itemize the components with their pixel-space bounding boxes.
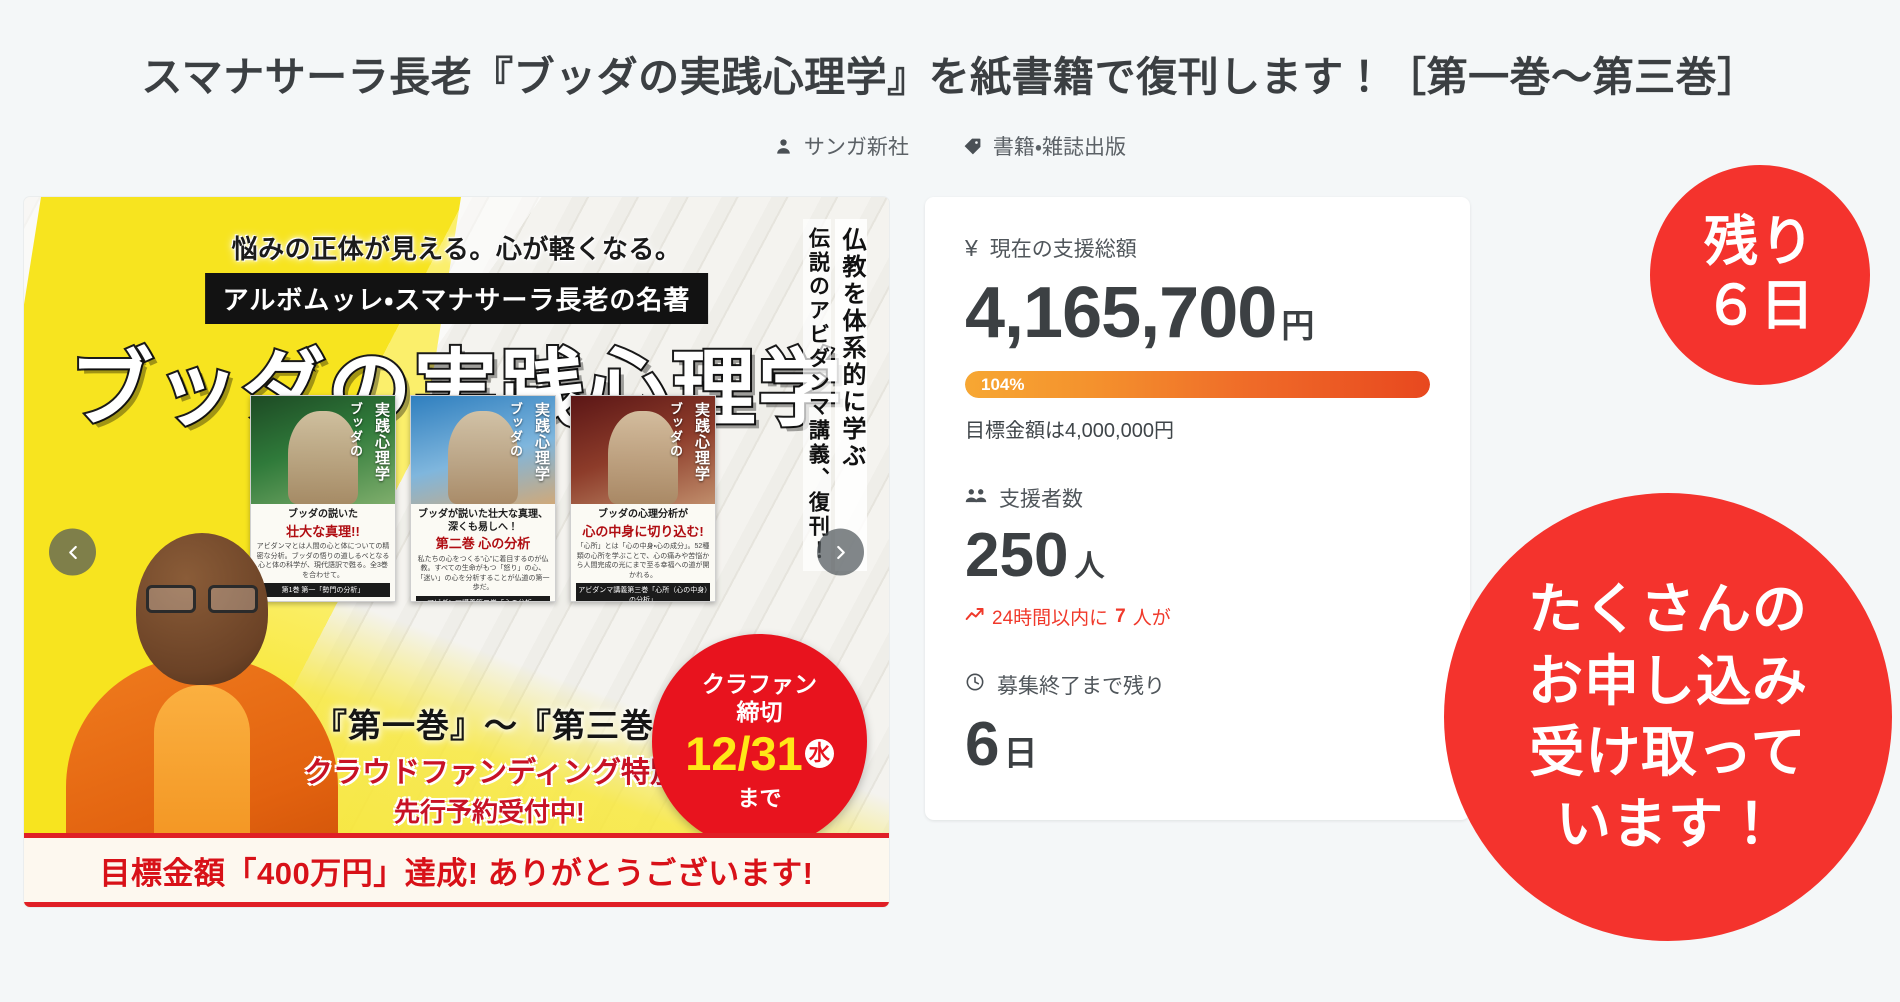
annotation-badge-applications: たくさんの お申し込み 受け取って います！ [1444, 493, 1892, 941]
book-cover-band: ブッダの説いた 壮大な真理!! アビダンマとは人間の心と体についての精密な分析。… [251, 504, 395, 602]
recent-count: 7 [1115, 605, 1126, 627]
achievement-strip: 目標金額「400万円」達成! ありがとうございます! [24, 833, 889, 908]
supporters-value: 250 [965, 521, 1069, 591]
banner-vertical-text-2: 伝説のアビダンマ講義、復刊！ [803, 219, 832, 572]
book-cover-band-line4: アビダンマ講義第二巻「心の分析」 [416, 595, 550, 602]
book-cover-band-line2: 壮大な真理!! [286, 523, 360, 539]
carousel-next-button[interactable] [817, 528, 864, 576]
amount-value: 4,165,700 [965, 273, 1277, 354]
supporters-label: 支援者数 [999, 488, 1083, 512]
book-cover-art [571, 396, 715, 505]
page-title: スマナサーラ長老『ブッダの実践心理学』を紙書籍で復刊します！［第一巻〜第三巻］ [141, 54, 1759, 100]
project-category-label: 書籍・雑誌出版 [992, 136, 1127, 160]
deadline-label-row: 募集終了まで残り [965, 670, 1430, 700]
book-cover-vertical-title: 実践心理学 [373, 402, 390, 483]
project-owner[interactable]: サンガ新社 [774, 131, 909, 161]
days-value: 6 [965, 710, 1000, 780]
days-remaining-row: 6 日 [965, 714, 1430, 776]
supporters-block: 支援者数 250 人 24時間以内に 7 人が [965, 483, 1430, 630]
days-unit: 日 [1003, 735, 1038, 774]
book-cover-volume-1: 実践心理学 ブッダの ブッダの説いた 壮大な真理!! アビダンマとは人間の心と体… [250, 395, 396, 603]
deadline-stamp-suffix: まで [737, 786, 782, 812]
book-cover-vertical-title: 実践心理学 [533, 402, 550, 483]
book-cover-vertical-subtitle: ブッダの [668, 402, 683, 459]
book-cover-band-line3: 「心所」とは「心の中身・心の成分」。52種類の心所を学ぶことで、心の痛みや苦悩か… [576, 543, 710, 579]
amount-unit: 円 [1281, 307, 1314, 345]
monk-glasses [146, 585, 258, 614]
book-cover-band-line3: アビダンマとは人間の心と体についての精密な分析。ブッダの悟りの道しるべとなる心と… [256, 543, 390, 579]
chevron-left-icon [62, 541, 84, 563]
book-cover-volume-3: 実践心理学 ブッダの ブッダの心理分析が 心の中身に切り込む! 「心所」とは「心… [570, 395, 716, 603]
book-cover-band-line2: 心の中身に切り込む! [582, 523, 704, 539]
progress-percent-label: 104% [981, 374, 1025, 394]
book-cover-band-line1: ブッダの説いた [288, 509, 358, 521]
banner-bottom-line-3: 先行予約受付中! [394, 797, 585, 828]
book-cover-band: ブッダの心理分析が 心の中身に切り込む! 「心所」とは「心の中身・心の成分」。5… [571, 504, 715, 602]
recent-supporters-note: 24時間以内に 7 人が [965, 603, 1430, 630]
book-cover-volume-2: 実践心理学 ブッダの ブッダが説いた壮大な真理、深くも易しへ！ 第二巻 心の分析… [410, 395, 556, 603]
book-cover-art [411, 396, 555, 505]
deadline-stamp-date-row: 12/31 水 [685, 730, 834, 777]
deadline-stamp-date: 12/31 [685, 727, 803, 781]
recent-text-suffix: 人が [1132, 608, 1171, 630]
project-category[interactable]: 書籍・雑誌出版 [963, 131, 1126, 161]
deadline-stamp-title-2: 締切 [736, 699, 783, 726]
deadline-stamp-weekday: 水 [804, 739, 834, 769]
annotation-apply-line-3: 受け取って [1529, 721, 1807, 783]
book-cover-band-line4: 第1巻 第一「勢門の分析」 [256, 583, 390, 598]
amount-label-row: ¥ 現在の支援総額 [965, 233, 1430, 263]
crowdfunding-deadline-stamp: クラファン 締切 12/31 水 まで [652, 634, 867, 850]
person-icon [774, 137, 793, 156]
annotation-apply-line-2: お申し込み [1527, 649, 1808, 712]
clock-icon [965, 672, 985, 698]
amount-value-row: 4,165,700 円 [965, 277, 1430, 349]
book-cover-band: ブッダが説いた壮大な真理、深くも易しへ！ 第二巻 心の分析 私たちの心をつくる"… [411, 504, 555, 602]
book-cover-vertical-title: 実践心理学 [693, 402, 710, 483]
tag-icon [963, 137, 982, 156]
book-cover-vertical-subtitle: ブッダの [508, 402, 523, 459]
book-cover-art [251, 396, 395, 505]
project-header: スマナサーラ長老『ブッダの実践心理学』を紙書籍で復刊します！［第一巻〜第三巻］ … [0, 0, 1900, 161]
book-cover-band-line4: アビダンマ講義第三巻「心所（心の中身）の分析」 [576, 583, 710, 602]
supporters-unit: 人 [1074, 550, 1105, 584]
carousel-prev-button[interactable] [49, 528, 96, 576]
book-cover-band-line1: ブッダの心理分析が [598, 509, 688, 521]
main-content: 悩みの正体が見える。心が軽くなる。 アルボムッレ・スマナサーラ長老の名著 ブッダ… [0, 197, 1900, 908]
book-cover-vertical-subtitle: ブッダの [348, 402, 363, 459]
trend-up-icon [965, 606, 985, 628]
banner-vertical-text-1: 仏教を体系的に学ぶ [835, 219, 867, 572]
project-owner-label: サンガ新社 [803, 136, 909, 160]
banner-catch-copy: 悩みの正体が見える。心が軽くなる。 [231, 234, 682, 265]
deadline-label: 募集終了まで残り [997, 675, 1165, 699]
recent-text-prefix: 24時間以内に [992, 608, 1109, 630]
people-icon [965, 486, 987, 510]
yen-icon: ¥ [965, 234, 978, 261]
annotation-days-line-1: 残り [1704, 212, 1816, 273]
progress-bar-fill: 104% [965, 371, 1430, 399]
deadline-block: 募集終了まで残り 6 日 [965, 670, 1430, 776]
supporters-label-row: 支援者数 [965, 483, 1430, 513]
banner-book-covers: 実践心理学 ブッダの ブッダの説いた 壮大な真理!! アビダンマとは人間の心と体… [250, 395, 716, 603]
banner-author-band: アルボムッレ・スマナサーラ長老の名著 [204, 273, 709, 325]
annotation-badge-days-remaining: 残り ６日 [1650, 165, 1870, 385]
chevron-right-icon [830, 541, 852, 563]
annotation-apply-line-1: たくさんの [1527, 578, 1808, 640]
project-banner-carousel[interactable]: 悩みの正体が見える。心が軽くなる。 アルボムッレ・スマナサーラ長老の名著 ブッダ… [24, 197, 889, 908]
goal-amount-text: 目標金額は4,000,000円 [965, 420, 1174, 443]
project-meta: サンガ新社 書籍・雑誌出版 [0, 131, 1900, 161]
achievement-strip-text: 目標金額「400万円」達成! ありがとうございます! [99, 855, 814, 891]
funding-stats-card: ¥ 現在の支援総額 4,165,700 円 104% 目標金額は4,000,00… [925, 197, 1470, 821]
deadline-stamp-title-1: クラファン [702, 671, 817, 698]
book-cover-band-line2: 第二巻 心の分析 [435, 536, 531, 552]
monk-head [136, 533, 268, 686]
annotation-apply-line-4: います！ [1555, 792, 1780, 855]
supporters-value-row: 250 人 [965, 525, 1430, 587]
book-cover-band-line1: ブッダが説いた壮大な真理、深くも易しへ！ [418, 509, 548, 533]
book-cover-band-line3: 私たちの心をつくる"心"に着目するのが仏教。すべての生命がもつ「怒り」の心、「迷… [416, 555, 550, 592]
banner-vertical-texts: 伝説のアビダンマ講義、復刊！ 仏教を体系的に学ぶ [803, 219, 867, 572]
annotation-days-line-2: ６日 [1704, 276, 1816, 336]
amount-label: 現在の支援総額 [989, 238, 1137, 262]
progress-bar-track: 104% [965, 371, 1430, 399]
